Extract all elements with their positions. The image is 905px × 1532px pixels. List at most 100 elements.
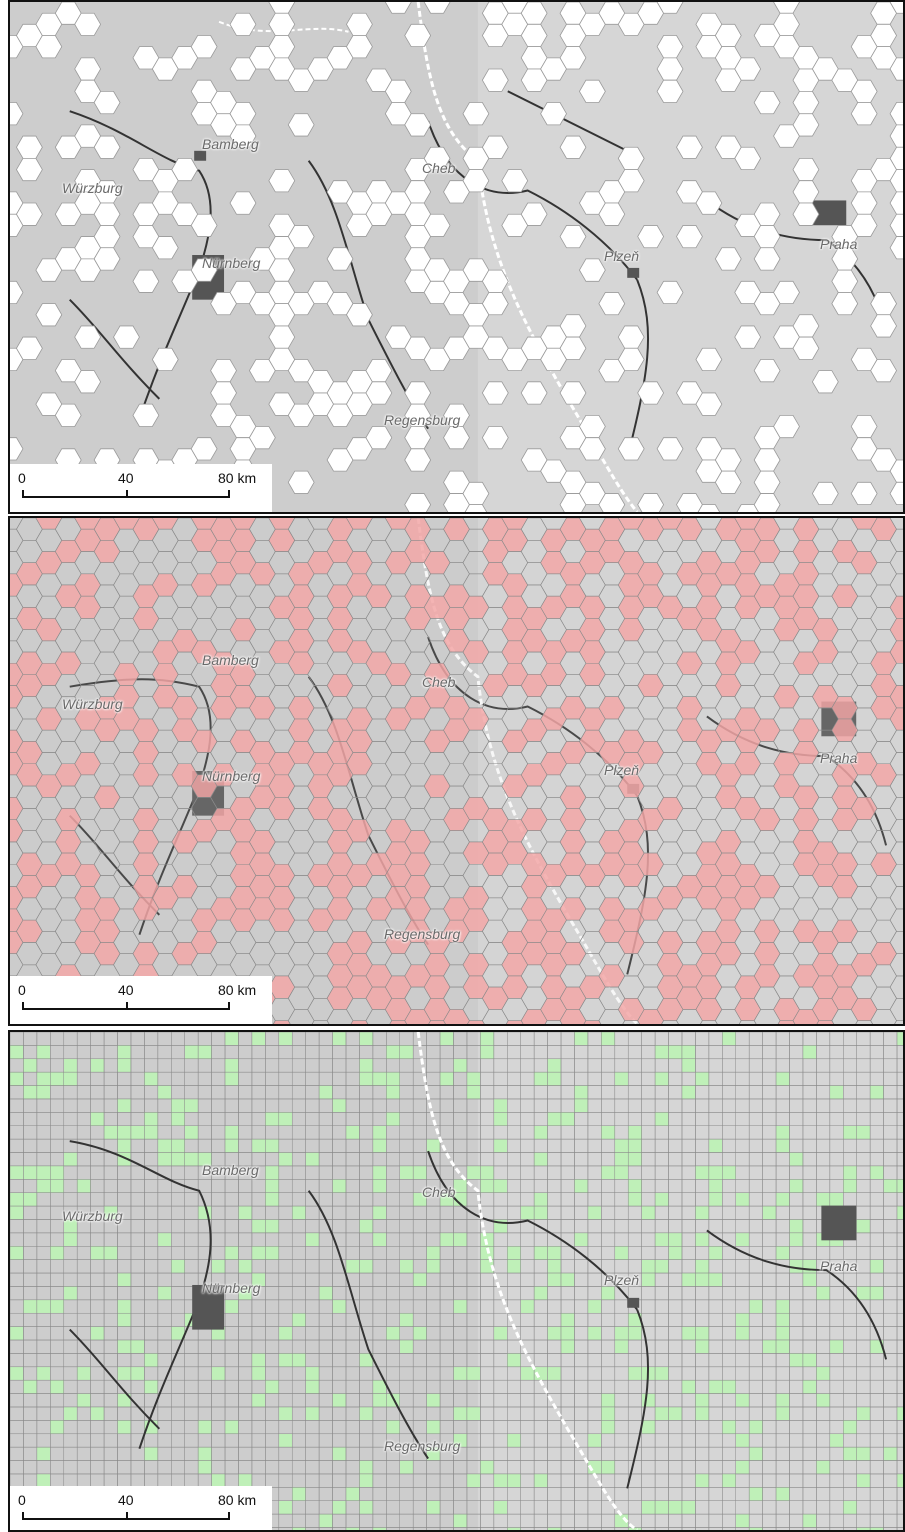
border-line <box>416 1032 638 1530</box>
square-cell <box>10 1071 24 1086</box>
square-cell <box>157 1152 172 1167</box>
square-cell <box>23 1379 38 1394</box>
square-cell <box>748 1527 763 1530</box>
scale-label-mid: 40 <box>118 982 134 998</box>
square-cell <box>386 1326 401 1341</box>
square-cell <box>117 1058 132 1073</box>
square-cell <box>412 1527 427 1530</box>
square-cell <box>466 1071 481 1086</box>
hex-cell <box>753 91 781 115</box>
square-cell <box>224 1420 239 1435</box>
hex-cell <box>93 135 121 159</box>
city-label-regensburg: Regensburg <box>384 1438 461 1454</box>
hex-cell <box>171 157 199 182</box>
map-panel-green-squares: Bamberg Würzburg Cheb Nürnberg Plzeň Pra… <box>8 1030 905 1532</box>
square-cell <box>332 1446 347 1461</box>
scale-tick-0 <box>22 1512 24 1520</box>
square-cell <box>708 1179 723 1193</box>
square-cell <box>90 1246 105 1260</box>
square-cell <box>144 1125 159 1140</box>
hex-cell <box>540 102 567 126</box>
square-cell <box>466 1165 481 1180</box>
square-cell <box>23 1058 38 1073</box>
city-label-plzen: Plzeň <box>604 248 640 264</box>
square-cell <box>386 1045 401 1060</box>
square-cell <box>762 1205 777 1220</box>
square-cell <box>574 1085 589 1100</box>
scale-line <box>22 1008 228 1010</box>
hex-cell <box>559 135 587 159</box>
square-cell <box>708 1527 723 1530</box>
square-cell <box>627 1138 642 1153</box>
square-cell <box>856 1473 871 1488</box>
square-cell <box>265 1179 280 1193</box>
square-cell <box>493 1500 508 1515</box>
square-cell <box>63 1071 78 1086</box>
city-label-praha: Praha <box>820 236 858 252</box>
hex-cell <box>831 292 859 316</box>
square-cell <box>574 1179 589 1193</box>
square-cell <box>251 1246 266 1260</box>
hex-cell <box>151 236 179 260</box>
square-cell <box>654 1527 669 1530</box>
square-cell <box>856 1446 871 1461</box>
square-cell <box>722 1032 736 1046</box>
square-cell <box>36 1165 51 1180</box>
hex-cell <box>423 213 451 237</box>
square-cell <box>507 1473 521 1488</box>
square-cell <box>291 1312 306 1327</box>
scale-tick-80 <box>228 490 230 498</box>
square-cell <box>574 1232 589 1247</box>
city-label-wurzburg: Würzburg <box>62 696 123 712</box>
square-cell <box>372 1125 387 1140</box>
square-cell <box>641 1527 656 1530</box>
square-cell <box>816 1366 831 1381</box>
square-cell <box>587 1326 602 1341</box>
hex-cell <box>74 370 102 394</box>
square-cell <box>224 1246 239 1260</box>
hex-cell <box>889 518 903 530</box>
square-cell <box>896 1165 903 1180</box>
square-cell <box>762 1339 777 1354</box>
square-cell <box>896 1446 903 1461</box>
square-cell <box>802 1353 817 1368</box>
square-cell <box>372 1205 387 1220</box>
square-cell <box>668 1246 683 1260</box>
square-cell <box>466 1406 481 1421</box>
city-label-praha: Praha <box>820 1258 858 1274</box>
square-cell <box>480 1527 495 1530</box>
terrain-map <box>10 1032 903 1530</box>
square-cell <box>493 1098 508 1113</box>
hex-cell <box>889 841 903 865</box>
square-cell <box>627 1179 642 1193</box>
square-cell <box>654 1259 669 1274</box>
scale-label-mid: 40 <box>118 1492 134 1508</box>
scale-bar: 0 40 80 km <box>10 1486 272 1530</box>
hex-cell <box>889 662 903 686</box>
square-cell <box>359 1406 374 1421</box>
scale-tick-0 <box>22 490 24 498</box>
hex-cell <box>811 370 839 394</box>
square-cell <box>654 1045 669 1060</box>
hex-cell <box>365 426 393 450</box>
square-cell <box>762 1527 777 1530</box>
square-cell <box>722 1473 736 1488</box>
square-cell <box>869 1085 884 1100</box>
hex-cell <box>889 169 903 193</box>
square-cell <box>359 1058 374 1073</box>
square-cell <box>775 1299 790 1314</box>
square-cell <box>507 1353 521 1368</box>
square-cell <box>399 1527 414 1530</box>
hex-cell <box>346 35 373 59</box>
hex-cell <box>889 213 903 237</box>
square-cell <box>171 1098 185 1113</box>
hex-cell <box>889 481 903 506</box>
square-cell <box>50 1246 65 1260</box>
square-cell <box>480 1045 495 1060</box>
hex-cell <box>190 437 218 461</box>
square-cell <box>614 1071 629 1086</box>
square-cell <box>36 1366 51 1381</box>
square-cell <box>36 1179 51 1193</box>
hex-cell <box>714 247 742 271</box>
square-cell <box>117 1339 132 1354</box>
